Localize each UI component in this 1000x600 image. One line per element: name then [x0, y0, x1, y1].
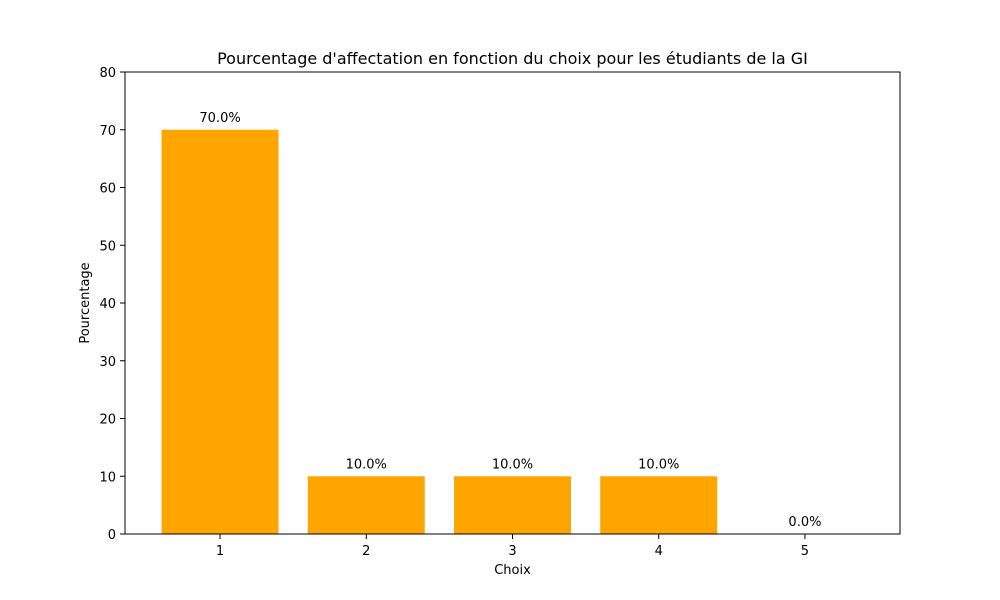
- data-label-1: 70.0%: [199, 111, 240, 126]
- y-tick-label-30: 30: [99, 355, 116, 370]
- bar-1: [161, 129, 279, 534]
- y-tick-label-20: 20: [99, 413, 116, 428]
- x-tick-label-1: 1: [216, 544, 224, 559]
- chart-title: Pourcentage d'affectation en fonction du…: [217, 49, 808, 68]
- x-tick-label-5: 5: [801, 544, 809, 559]
- x-tick-label-3: 3: [508, 544, 516, 559]
- y-tick-label-60: 60: [99, 182, 116, 197]
- y-axis: 0 10 20 30 40 50 60 70 80: [99, 66, 125, 543]
- bars-layer: [161, 129, 718, 534]
- x-axis-label: Choix: [494, 563, 531, 578]
- data-labels-layer: 70.0% 10.0% 10.0% 10.0% 0.0%: [199, 111, 821, 530]
- y-axis-label: Pourcentage: [78, 262, 93, 343]
- y-tick-label-40: 40: [99, 297, 116, 312]
- data-label-4: 10.0%: [638, 457, 679, 472]
- y-tick-label-80: 80: [99, 66, 116, 81]
- x-tick-label-2: 2: [362, 544, 370, 559]
- y-tick-label-10: 10: [99, 470, 116, 485]
- data-label-5: 0.0%: [788, 515, 821, 530]
- y-tick-label-70: 70: [99, 124, 116, 139]
- plot-frame: [124, 71, 901, 535]
- bar-3: [454, 476, 571, 534]
- data-label-2: 10.0%: [346, 457, 387, 472]
- bar-2: [307, 476, 425, 534]
- y-tick-label-0: 0: [108, 528, 116, 543]
- y-tick-label-50: 50: [99, 239, 116, 254]
- x-axis: 1 2 3 4 5: [216, 534, 809, 559]
- bar-4: [600, 476, 718, 534]
- x-tick-label-4: 4: [655, 544, 663, 559]
- data-label-3: 10.0%: [492, 457, 533, 472]
